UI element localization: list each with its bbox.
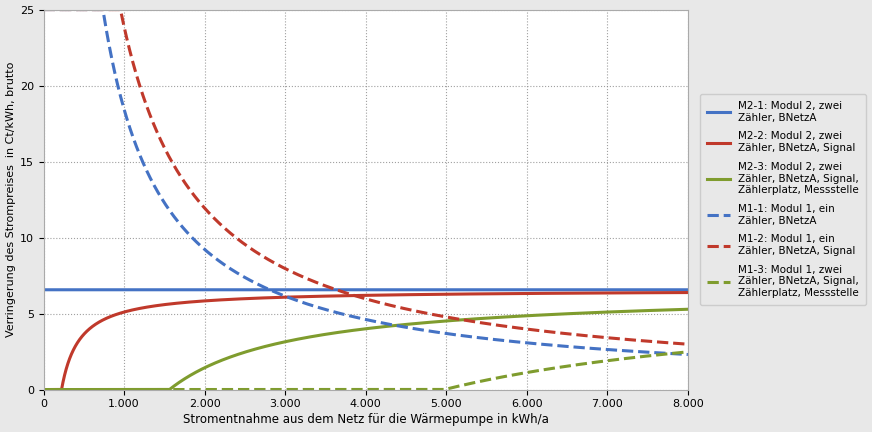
M1-2: Modul 1, ein
Zähler, BNetzA, Signal: (7.48e+03, 3.19): Modul 1, ein Zähler, BNetzA, Signal: (7.… bbox=[641, 338, 651, 343]
M1-2: Modul 1, ein
Zähler, BNetzA, Signal: (3.78e+03, 6.31): Modul 1, ein Zähler, BNetzA, Signal: (3.… bbox=[343, 291, 353, 296]
M2-3: Modul 2, zwei
Zähler, BNetzA, Signal,
Zählerplatz, Messstelle: (5.14e+03, 4.57): Modul 2, zwei Zähler, BNetzA, Signal, Zä… bbox=[452, 318, 462, 323]
M2-3: Modul 2, zwei
Zähler, BNetzA, Signal,
Zählerplatz, Messstelle: (3.78e+03, 3.85): Modul 2, zwei Zähler, BNetzA, Signal, Zä… bbox=[343, 328, 353, 334]
M2-1: Modul 2, zwei
Zähler, BNetzA: (5.73e+03, 6.57): Modul 2, zwei Zähler, BNetzA: (5.73e+03,… bbox=[500, 287, 510, 292]
M1-1: Modul 1, ein
Zähler, BNetzA: (1, 25): Modul 1, ein Zähler, BNetzA: (1, 25) bbox=[38, 7, 49, 12]
M1-1: Modul 1, ein
Zähler, BNetzA: (3.78e+03, 4.87): Modul 1, ein Zähler, BNetzA: (3.78e+03, … bbox=[343, 313, 353, 318]
Line: M2-2: Modul 2, zwei
Zähler, BNetzA, Signal: M2-2: Modul 2, zwei Zähler, BNetzA, Sign… bbox=[44, 292, 688, 390]
M2-3: Modul 2, zwei
Zähler, BNetzA, Signal,
Zählerplatz, Messstelle: (7.48e+03, 5.19): Modul 2, zwei Zähler, BNetzA, Signal, Zä… bbox=[641, 308, 651, 313]
M2-3: Modul 2, zwei
Zähler, BNetzA, Signal,
Zählerplatz, Messstelle: (1, 0): Modul 2, zwei Zähler, BNetzA, Signal, Zä… bbox=[38, 387, 49, 392]
M1-2: Modul 1, ein
Zähler, BNetzA, Signal: (8e+03, 2.98): Modul 1, ein Zähler, BNetzA, Signal: (8e… bbox=[683, 342, 693, 347]
M1-2: Modul 1, ein
Zähler, BNetzA, Signal: (5.14e+03, 4.65): Modul 1, ein Zähler, BNetzA, Signal: (5.… bbox=[452, 316, 462, 321]
M2-2: Modul 2, zwei
Zähler, BNetzA, Signal: (5.14e+03, 6.28): Modul 2, zwei Zähler, BNetzA, Signal: (5… bbox=[452, 292, 462, 297]
M1-3: Modul 1, zwei
Zähler, BNetzA, Signal,
Zählerplatz, Messstelle: (7.48e+03, 2.2): Modul 1, zwei Zähler, BNetzA, Signal, Zä… bbox=[641, 353, 651, 359]
M2-1: Modul 2, zwei
Zähler, BNetzA: (1.99e+03, 6.57): Modul 2, zwei Zähler, BNetzA: (1.99e+03,… bbox=[199, 287, 209, 292]
M1-1: Modul 1, ein
Zähler, BNetzA: (5.14e+03, 3.59): Modul 1, ein Zähler, BNetzA: (5.14e+03, … bbox=[452, 332, 462, 337]
M2-1: Modul 2, zwei
Zähler, BNetzA: (1, 6.57): Modul 2, zwei Zähler, BNetzA: (1, 6.57) bbox=[38, 287, 49, 292]
M2-2: Modul 2, zwei
Zähler, BNetzA, Signal: (1.99e+03, 5.83): Modul 2, zwei Zähler, BNetzA, Signal: (1… bbox=[199, 299, 209, 304]
M1-3: Modul 1, zwei
Zähler, BNetzA, Signal,
Zählerplatz, Messstelle: (1, 0): Modul 1, zwei Zähler, BNetzA, Signal, Zä… bbox=[38, 387, 49, 392]
M1-3: Modul 1, zwei
Zähler, BNetzA, Signal,
Zählerplatz, Messstelle: (8e+03, 2.48): Modul 1, zwei Zähler, BNetzA, Signal, Zä… bbox=[683, 349, 693, 354]
M2-1: Modul 2, zwei
Zähler, BNetzA: (7.48e+03, 6.57): Modul 2, zwei Zähler, BNetzA: (7.48e+03,… bbox=[641, 287, 651, 292]
M1-1: Modul 1, ein
Zähler, BNetzA: (1.99e+03, 9.24): Modul 1, ein Zähler, BNetzA: (1.99e+03, … bbox=[199, 247, 209, 252]
M1-1: Modul 1, ein
Zähler, BNetzA: (8e+03, 2.3): Modul 1, ein Zähler, BNetzA: (8e+03, 2.3… bbox=[683, 352, 693, 357]
M1-1: Modul 1, ein
Zähler, BNetzA: (7.48e+03, 2.46): Modul 1, ein Zähler, BNetzA: (7.48e+03, … bbox=[641, 349, 651, 355]
M1-1: Modul 1, ein
Zähler, BNetzA: (4.84e+03, 3.81): Modul 1, ein Zähler, BNetzA: (4.84e+03, … bbox=[428, 329, 439, 334]
M1-3: Modul 1, zwei
Zähler, BNetzA, Signal,
Zählerplatz, Messstelle: (4.84e+03, 0): Modul 1, zwei Zähler, BNetzA, Signal, Zä… bbox=[428, 387, 439, 392]
Line: M2-3: Modul 2, zwei
Zähler, BNetzA, Signal,
Zählerplatz, Messstelle: M2-3: Modul 2, zwei Zähler, BNetzA, Sign… bbox=[44, 309, 688, 390]
M2-1: Modul 2, zwei
Zähler, BNetzA: (3.78e+03, 6.57): Modul 2, zwei Zähler, BNetzA: (3.78e+03,… bbox=[343, 287, 353, 292]
M2-1: Modul 2, zwei
Zähler, BNetzA: (5.14e+03, 6.57): Modul 2, zwei Zähler, BNetzA: (5.14e+03,… bbox=[452, 287, 462, 292]
M1-2: Modul 1, ein
Zähler, BNetzA, Signal: (4.84e+03, 4.93): Modul 1, ein Zähler, BNetzA, Signal: (4.… bbox=[428, 312, 439, 317]
M1-2: Modul 1, ein
Zähler, BNetzA, Signal: (1, 25): Modul 1, ein Zähler, BNetzA, Signal: (1,… bbox=[38, 7, 49, 12]
M1-3: Modul 1, zwei
Zähler, BNetzA, Signal,
Zählerplatz, Messstelle: (1.99e+03, 0): Modul 1, zwei Zähler, BNetzA, Signal, Zä… bbox=[199, 387, 209, 392]
M1-1: Modul 1, ein
Zähler, BNetzA: (5.73e+03, 3.22): Modul 1, ein Zähler, BNetzA: (5.73e+03, … bbox=[500, 338, 510, 343]
M1-2: Modul 1, ein
Zähler, BNetzA, Signal: (1.99e+03, 12): Modul 1, ein Zähler, BNetzA, Signal: (1.… bbox=[199, 205, 209, 210]
Legend: M2-1: Modul 2, zwei
Zähler, BNetzA, M2-2: Modul 2, zwei
Zähler, BNetzA, Signal, : M2-1: Modul 2, zwei Zähler, BNetzA, M2-2… bbox=[699, 94, 866, 305]
M2-3: Modul 2, zwei
Zähler, BNetzA, Signal,
Zählerplatz, Messstelle: (4.84e+03, 4.44): Modul 2, zwei Zähler, BNetzA, Signal, Zä… bbox=[428, 319, 439, 324]
M2-2: Modul 2, zwei
Zähler, BNetzA, Signal: (1, 0): Modul 2, zwei Zähler, BNetzA, Signal: (1… bbox=[38, 387, 49, 392]
M1-3: Modul 1, zwei
Zähler, BNetzA, Signal,
Zählerplatz, Messstelle: (5.14e+03, 0.204): Modul 1, zwei Zähler, BNetzA, Signal, Zä… bbox=[452, 384, 462, 389]
M2-3: Modul 2, zwei
Zähler, BNetzA, Signal,
Zählerplatz, Messstelle: (8e+03, 5.28): Modul 2, zwei Zähler, BNetzA, Signal, Zä… bbox=[683, 307, 693, 312]
M2-2: Modul 2, zwei
Zähler, BNetzA, Signal: (7.48e+03, 6.37): Modul 2, zwei Zähler, BNetzA, Signal: (7… bbox=[641, 290, 651, 295]
Line: M1-2: Modul 1, ein
Zähler, BNetzA, Signal: M1-2: Modul 1, ein Zähler, BNetzA, Signa… bbox=[44, 10, 688, 344]
M2-1: Modul 2, zwei
Zähler, BNetzA: (8e+03, 6.57): Modul 2, zwei Zähler, BNetzA: (8e+03, 6.… bbox=[683, 287, 693, 292]
M1-3: Modul 1, zwei
Zähler, BNetzA, Signal,
Zählerplatz, Messstelle: (5.73e+03, 0.862): Modul 1, zwei Zähler, BNetzA, Signal, Zä… bbox=[500, 374, 510, 379]
M2-2: Modul 2, zwei
Zähler, BNetzA, Signal: (8e+03, 6.38): Modul 2, zwei Zähler, BNetzA, Signal: (8… bbox=[683, 290, 693, 295]
Line: M1-3: Modul 1, zwei
Zähler, BNetzA, Signal,
Zählerplatz, Messstelle: M1-3: Modul 1, zwei Zähler, BNetzA, Sign… bbox=[44, 352, 688, 390]
M2-1: Modul 2, zwei
Zähler, BNetzA: (4.84e+03, 6.57): Modul 2, zwei Zähler, BNetzA: (4.84e+03,… bbox=[428, 287, 439, 292]
M2-2: Modul 2, zwei
Zähler, BNetzA, Signal: (3.78e+03, 6.18): Modul 2, zwei Zähler, BNetzA, Signal: (3… bbox=[343, 293, 353, 298]
M2-2: Modul 2, zwei
Zähler, BNetzA, Signal: (5.73e+03, 6.31): Modul 2, zwei Zähler, BNetzA, Signal: (5… bbox=[500, 291, 510, 296]
Line: M1-1: Modul 1, ein
Zähler, BNetzA: M1-1: Modul 1, ein Zähler, BNetzA bbox=[44, 10, 688, 355]
Y-axis label: Verringerung des Strompreises  in Ct/kWh, brutto: Verringerung des Strompreises in Ct/kWh,… bbox=[5, 62, 16, 337]
M2-3: Modul 2, zwei
Zähler, BNetzA, Signal,
Zählerplatz, Messstelle: (1.99e+03, 1.42): Modul 2, zwei Zähler, BNetzA, Signal, Zä… bbox=[199, 365, 209, 371]
X-axis label: Stromentnahme aus dem Netz für die Wärmepumpe in kWh/a: Stromentnahme aus dem Netz für die Wärme… bbox=[183, 413, 548, 426]
M2-2: Modul 2, zwei
Zähler, BNetzA, Signal: (4.84e+03, 6.26): Modul 2, zwei Zähler, BNetzA, Signal: (4… bbox=[428, 292, 439, 297]
M1-3: Modul 1, zwei
Zähler, BNetzA, Signal,
Zählerplatz, Messstelle: (3.78e+03, 0): Modul 1, zwei Zähler, BNetzA, Signal, Zä… bbox=[343, 387, 353, 392]
M2-3: Modul 2, zwei
Zähler, BNetzA, Signal,
Zählerplatz, Messstelle: (5.73e+03, 4.77): Modul 2, zwei Zähler, BNetzA, Signal, Zä… bbox=[500, 314, 510, 320]
M1-2: Modul 1, ein
Zähler, BNetzA, Signal: (5.73e+03, 4.17): Modul 1, ein Zähler, BNetzA, Signal: (5.… bbox=[500, 324, 510, 329]
